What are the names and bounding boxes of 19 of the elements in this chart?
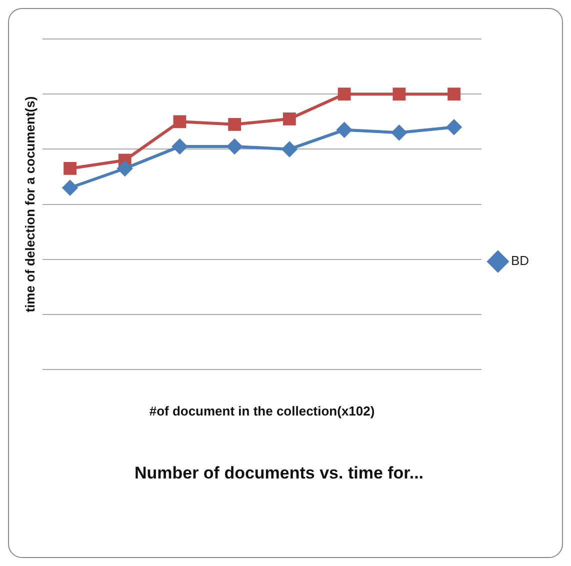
point: [228, 118, 242, 131]
point: [446, 120, 462, 135]
legend-label: BD: [510, 253, 530, 268]
text: Number of documents vs. time for...: [134, 463, 424, 482]
point: [64, 162, 76, 175]
point: [282, 142, 297, 157]
point: [392, 125, 407, 140]
point: [117, 160, 132, 176]
point: [338, 88, 351, 101]
point: [392, 88, 406, 101]
x-axis-title: #of document in the collection(x102): [149, 403, 375, 418]
point: [62, 180, 78, 196]
point: [283, 112, 296, 126]
y-axis-title: time of delection for a cocument(s): [22, 96, 38, 312]
point: [172, 138, 188, 154]
point: [227, 138, 242, 154]
point: [448, 88, 460, 101]
point: [173, 115, 186, 128]
point: [336, 122, 352, 138]
